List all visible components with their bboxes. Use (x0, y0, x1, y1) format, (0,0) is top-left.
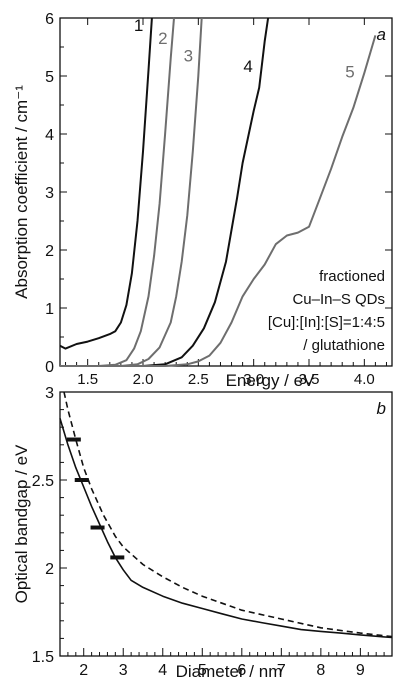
panel-a-x-tick-label: 2.5 (188, 371, 209, 388)
panel-b-y-axis-label: Optical bandgap / eV (12, 444, 31, 603)
panel-b-frame (59, 391, 393, 657)
panel-b-x-axis-label: Diameter / nm (176, 662, 283, 681)
panel-a-x-tick-label: 1.5 (77, 371, 98, 388)
panel-b-x-tick-label: 7 (277, 662, 286, 679)
panel-a-y-tick-label: 0 (45, 359, 54, 376)
panel-b-y-tick-label: 2.5 (32, 473, 54, 490)
curve-label-3: 3 (184, 47, 193, 66)
panel-b-letter: b (377, 399, 386, 418)
panel-b-x-tick-label: 9 (356, 662, 365, 679)
panel-a-curve-labels: 123 4 5 (134, 16, 355, 82)
curve-label-1: 1 (134, 16, 143, 35)
curve-label-2: 2 (158, 29, 167, 48)
panel-a-annotation-line3: [Cu]:[In]:[S]=1:4:5 (268, 314, 385, 331)
panel-b-x-tick-label: 5 (198, 662, 207, 679)
panel-a-annotation-line2: Cu–In–S QDs (292, 291, 385, 308)
panel-b-x-tick-label: 6 (237, 662, 246, 679)
panel-a-x-tick-label: 3.5 (299, 371, 320, 388)
panel-a-annotation-line1: fractioned (319, 268, 385, 285)
panel-b-markers (66, 437, 125, 560)
panel-b-curves (59, 391, 393, 639)
absorption-curve-1 (59, 17, 153, 350)
panel-b-y-tick-label: 1.5 (32, 649, 54, 666)
absorption-curve-3 (60, 17, 203, 367)
bandgap-panel: 2 3 4 5 6 7 8 9 1.5 2 2.5 3 b Diameter / nm Optical… (12, 385, 393, 681)
panel-a-x-tick-label: 4.0 (354, 371, 375, 388)
absorption-curve-5 (60, 35, 377, 367)
panel-b-y-tick-label: 2 (45, 561, 54, 578)
panel-a-annotation-line4: / glutathione (303, 337, 385, 354)
panel-a-y-tick-label: 1 (45, 301, 54, 318)
curve-label-5: 5 (345, 63, 354, 82)
panel-a-curves (59, 17, 377, 367)
panel-a-x-tick-label: 2.0 (133, 371, 154, 388)
panel-a-y-tick-label: 2 (45, 243, 54, 260)
panel-b-x-tick-label: 2 (79, 662, 88, 679)
absorption-curve-4 (60, 17, 270, 367)
panel-b-x-tick-label: 8 (316, 662, 325, 679)
absorption-curve-2 (60, 17, 175, 367)
panel-a-y-axis-label: Absorption coefficient / cm⁻¹ (12, 85, 31, 299)
panel-a-y-tick-label: 4 (45, 127, 54, 144)
panel-a-y-tick-label: 6 (45, 11, 54, 28)
panel-a-y-tick-label: 5 (45, 69, 54, 86)
curve-label-4: 4 (243, 57, 252, 76)
bandgap-curve-dashed (63, 391, 393, 638)
panel-a-x-tick-label: 3.0 (243, 371, 264, 388)
panel-a-y-tick-label: 3 (45, 185, 54, 202)
panel-a-x-axis-label: Energy / eV (226, 371, 315, 390)
panel-b-ticks: 2 3 4 5 6 7 8 9 1.5 2 2.5 3 (32, 385, 385, 679)
panel-b-x-tick-label: 3 (119, 662, 128, 679)
panel-b-y-tick-label: 3 (45, 385, 54, 402)
panel-a-letter: a (377, 25, 386, 44)
panel-b-x-tick-label: 4 (158, 662, 167, 679)
bandgap-curve-solid (59, 418, 393, 639)
